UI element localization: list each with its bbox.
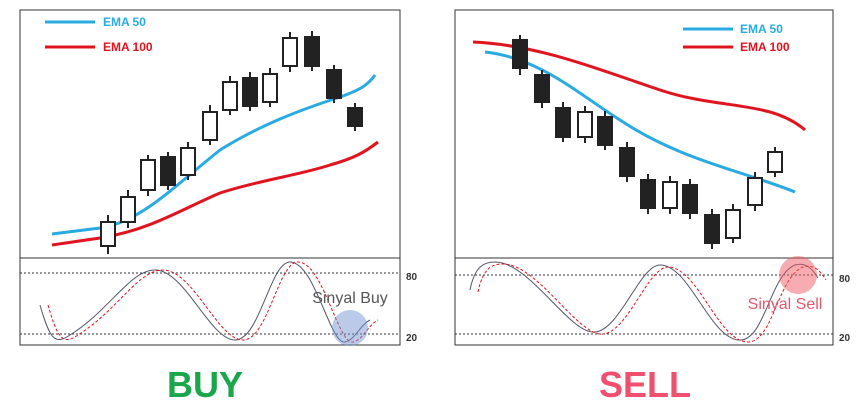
candle-body xyxy=(222,81,238,111)
signal-circle xyxy=(779,256,817,294)
candle-body xyxy=(347,107,363,127)
candles xyxy=(100,31,363,254)
candle-body xyxy=(262,73,278,103)
candle-body xyxy=(555,107,571,138)
candle-body xyxy=(767,151,783,173)
candle-body xyxy=(242,77,258,107)
level-label: 80 xyxy=(406,272,418,283)
candle-body xyxy=(682,184,698,214)
frame xyxy=(19,9,401,346)
legend-label: EMA 100 xyxy=(740,40,790,54)
candle-body xyxy=(180,147,196,176)
legend-label: EMA 50 xyxy=(740,22,783,36)
ema-100 xyxy=(51,140,379,247)
signal-circle xyxy=(332,310,368,346)
candle-body xyxy=(326,69,342,99)
ema-50 xyxy=(484,50,796,194)
candle-body xyxy=(619,147,635,177)
candle-body xyxy=(640,179,656,209)
ema-100 xyxy=(472,40,806,132)
caption: SELL xyxy=(599,364,691,405)
caption: BUY xyxy=(167,364,243,405)
candle-body xyxy=(100,221,116,247)
buy-panel: EMA 50 EMA 100 Sinyal Buy 80 20 BUY xyxy=(19,9,418,405)
candle-body xyxy=(512,39,528,69)
legend-label: EMA 50 xyxy=(103,15,146,29)
level-label: 80 xyxy=(839,274,851,285)
candles xyxy=(512,35,783,249)
ema-50 xyxy=(51,74,377,236)
candle-body xyxy=(140,159,156,191)
signal-label: Sinyal Sell xyxy=(748,296,823,313)
level-label: 20 xyxy=(839,333,851,344)
candle-body xyxy=(747,177,763,206)
candle-body xyxy=(160,156,176,186)
stoch-d xyxy=(47,261,379,343)
legend-label: EMA 100 xyxy=(103,40,153,54)
candle-body xyxy=(597,116,613,146)
level-label: 20 xyxy=(406,333,418,344)
candle-body xyxy=(662,181,678,209)
candle-body xyxy=(534,74,550,103)
candle-body xyxy=(120,196,136,223)
candle-body xyxy=(202,111,218,141)
frame xyxy=(454,9,834,346)
candle-body xyxy=(282,37,298,67)
candle-body xyxy=(577,111,593,138)
candle-body xyxy=(725,209,741,239)
candle-body xyxy=(704,214,720,244)
signal-label: Sinyal Buy xyxy=(312,290,388,307)
candle-body xyxy=(304,36,320,67)
sell-panel: EMA 50 EMA 100 Sinyal Sell 80 20 SELL xyxy=(454,9,851,405)
